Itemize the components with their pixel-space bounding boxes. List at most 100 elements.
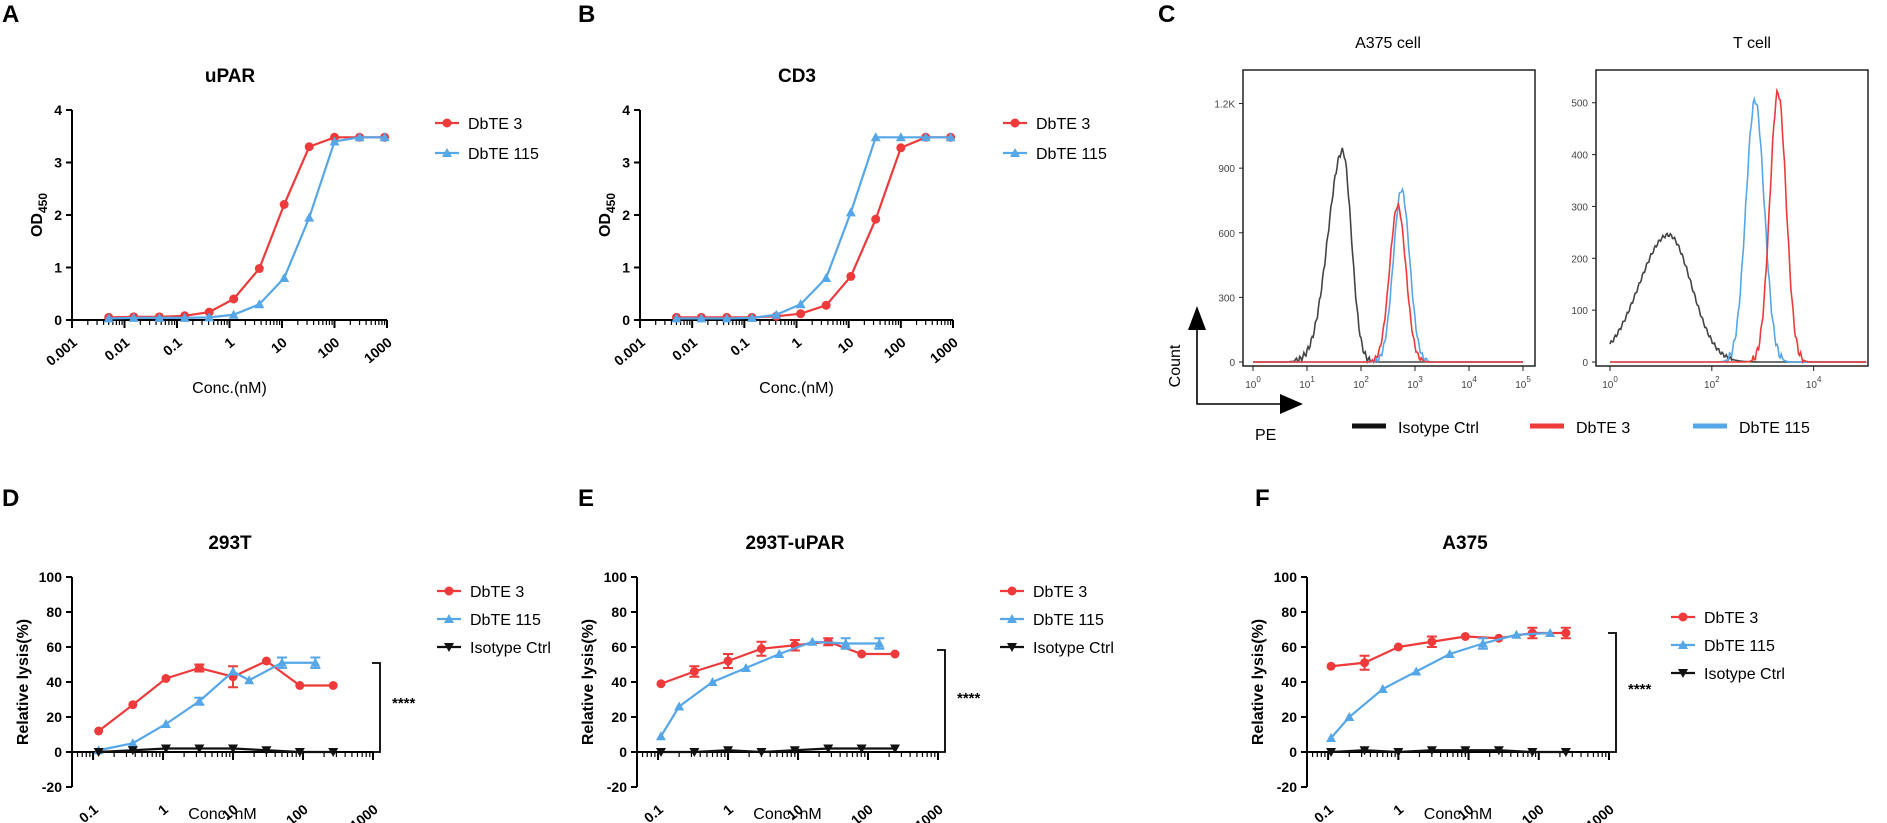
y-tick-label: 100 [39,569,63,585]
series-line [660,640,896,685]
series-line [676,136,951,320]
y-tick-label: 0 [1289,744,1297,760]
histogram-curve-isotype-ctrl [1253,147,1523,365]
series-isotype-ctrl [1326,746,1571,757]
y-tick-label: 80 [611,604,627,620]
y-tick-label: 20 [1281,709,1297,725]
data-point [1444,649,1455,658]
series-dbte-3 [94,656,338,736]
data-point [261,746,272,756]
x-tick-base: 10 [1461,380,1473,391]
x-tick-label: 0.1 [1311,801,1336,823]
data-point [228,666,239,676]
y-tick-label: 600 [1218,229,1235,240]
data-point [103,313,114,323]
y-axis-label-text: Relative lysis(%) [1250,619,1267,745]
data-point [1426,746,1437,756]
series-dbte-3 [671,132,956,322]
x-axis-label: Conc. nM [1424,806,1492,823]
x-tick-base: 10 [1602,380,1614,391]
data-point [328,748,339,757]
panel-label-B: B [578,1,595,28]
y-tick-label: 100 [604,569,628,585]
legend-marker [1007,643,1017,652]
y-tick-label: 40 [46,674,62,690]
data-point [244,675,255,685]
legend-label: DbTE 115 [1739,420,1810,437]
data-point [254,264,264,274]
data-point [689,748,700,757]
x-tick-label: 105 [1515,375,1531,391]
series-line [1330,749,1566,754]
y-axis-label-text: Relative lysis(%) [580,619,597,745]
count-axis-label: Count [1167,344,1184,387]
data-point [161,674,171,683]
y-tick-label: 40 [1281,674,1297,690]
data-point [723,746,734,756]
histogram-a375: A375 cell03006009001.2K10010110210310410… [1214,35,1536,391]
y-tick-label: 300 [1571,202,1588,213]
histogram-curve-dbte-115 [1253,201,1523,364]
y-tick-label: 60 [1281,639,1297,655]
y-tick-label: 80 [46,604,62,620]
significance-bracket [937,649,946,753]
x-axis-label: Conc. nM [753,806,821,823]
series-dbte-115 [93,656,321,755]
x-tick-base: 10 [1515,380,1527,391]
axis-arrows [1196,330,1285,405]
y-tick-label: 500 [1571,99,1588,110]
series-line [97,659,334,732]
data-point [329,136,340,146]
data-point [128,312,139,322]
data-point [721,313,732,323]
data-point [756,644,766,654]
x-tick-label: 100 [283,801,311,823]
legend-marker [1010,148,1020,157]
histogram-title: T cell [1733,35,1771,52]
series-line [108,136,385,319]
x-tick-label: 100 [881,334,909,361]
x-tick-base: 10 [1806,380,1818,391]
significance-stars: **** [392,695,416,712]
y-axis-label-sub: 450 [36,193,50,213]
data-point [304,212,315,222]
series-dbte-115 [655,636,885,741]
series-line [660,747,896,754]
data-point [228,309,239,319]
y-tick-label: 4 [622,102,630,118]
data-point [1545,628,1556,637]
chart-title: A375 [1442,533,1488,554]
y-tick-label: 0 [1582,358,1588,369]
legend-marker [1010,118,1020,128]
x-tick-label: 1 [720,801,736,818]
x-tick-base: 10 [1407,380,1419,391]
y-tick-label: -20 [42,779,62,795]
data-point [845,207,856,217]
right-arrow-icon [1280,394,1303,414]
y-tick-label: 1 [622,260,630,276]
x-tick-label: 0.01 [669,334,700,364]
data-point [874,638,885,648]
x-tick-exp: 1 [1310,375,1315,384]
data-point [871,214,881,224]
y-tick-label: 200 [1571,254,1588,265]
data-point [945,132,956,142]
series-isotype-ctrl [93,744,339,757]
data-point [655,748,666,757]
x-tick-label: 1 [221,334,237,351]
legend-label: DbTE 115 [470,612,541,629]
x-tick-label: 1000 [1583,801,1617,823]
data-point [1359,746,1370,756]
legend-marker [1007,614,1017,623]
x-tick-label: 0.1 [76,801,101,823]
data-point [310,657,321,667]
chart-title: uPAR [205,66,256,87]
legend-marker [444,614,454,623]
y-axis-label-text: OD [597,213,614,237]
y-tick-label: 20 [46,709,62,725]
series-line [1330,631,1551,739]
data-point [379,132,390,142]
y-axis-label-text: OD [29,213,46,237]
